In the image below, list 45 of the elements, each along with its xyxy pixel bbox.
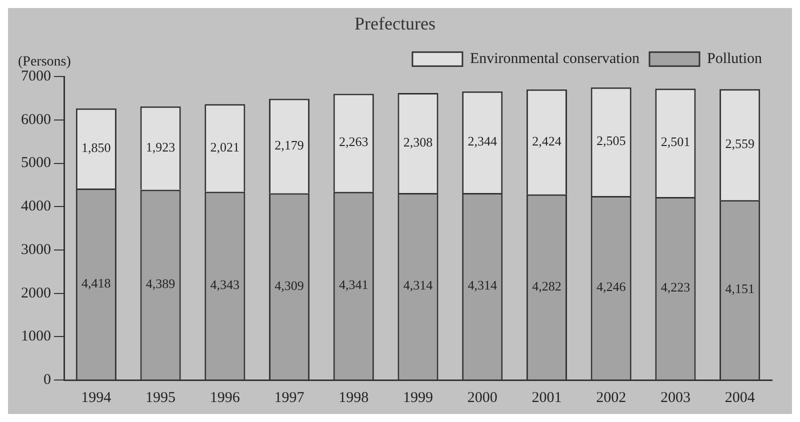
x-tick-label: 2000	[467, 390, 498, 406]
x-tick-label: 1999	[403, 390, 433, 406]
y-tick-label: 0	[44, 372, 51, 388]
chart-title: Prefectures	[354, 14, 436, 34]
y-tick-label: 2000	[21, 285, 51, 302]
data-label: 2,505	[596, 133, 626, 148]
data-label: 2,424	[532, 133, 562, 148]
data-label: 4,309	[274, 278, 304, 293]
data-label: 4,223	[660, 280, 690, 295]
y-tick-label: 3000	[21, 242, 51, 258]
x-tick-label: 2001	[532, 390, 562, 406]
data-label: 1,850	[82, 140, 111, 155]
legend-label: Environmental conservation	[470, 51, 640, 68]
y-tick-label: 6000	[21, 112, 51, 128]
data-label: 2,344	[468, 134, 498, 149]
x-tick-label: 1995	[146, 390, 176, 406]
x-tick-label: 2002	[596, 390, 626, 406]
x-tick-label: 2004	[724, 390, 756, 406]
data-label: 4,314	[468, 278, 498, 293]
data-label: 2,021	[210, 139, 240, 154]
data-label: 2,308	[403, 134, 433, 150]
data-label: 4,343	[210, 277, 240, 292]
data-label: 4,314	[403, 278, 434, 293]
y-tick-label: 4000	[21, 198, 51, 215]
data-label: 4,282	[532, 278, 562, 294]
data-label: 1,923	[146, 140, 176, 155]
x-tick-label: 1994	[81, 390, 112, 406]
data-label: 4,389	[146, 276, 176, 292]
data-label: 2,559	[725, 136, 754, 152]
x-tick-label: 1998	[338, 390, 369, 406]
data-label: 4,246	[596, 279, 626, 294]
data-label: 4,151	[725, 281, 754, 296]
x-tick-label: 1997	[274, 390, 305, 406]
data-label: 4,418	[82, 275, 111, 290]
data-label: 4,341	[339, 277, 368, 292]
legend-label: Pollution	[706, 51, 762, 68]
data-label: 2,179	[274, 137, 304, 152]
data-label: 2,501	[660, 134, 690, 150]
y-tick-label: 7000	[21, 68, 51, 85]
y-axis-title: (Persons)	[18, 54, 72, 70]
x-tick-label: 2003	[660, 390, 690, 406]
x-tick-label: 1996	[210, 390, 240, 406]
data-label: 2,263	[339, 134, 368, 150]
y-tick-label: 5000	[21, 155, 51, 172]
y-tick-label: 1000	[21, 328, 51, 345]
